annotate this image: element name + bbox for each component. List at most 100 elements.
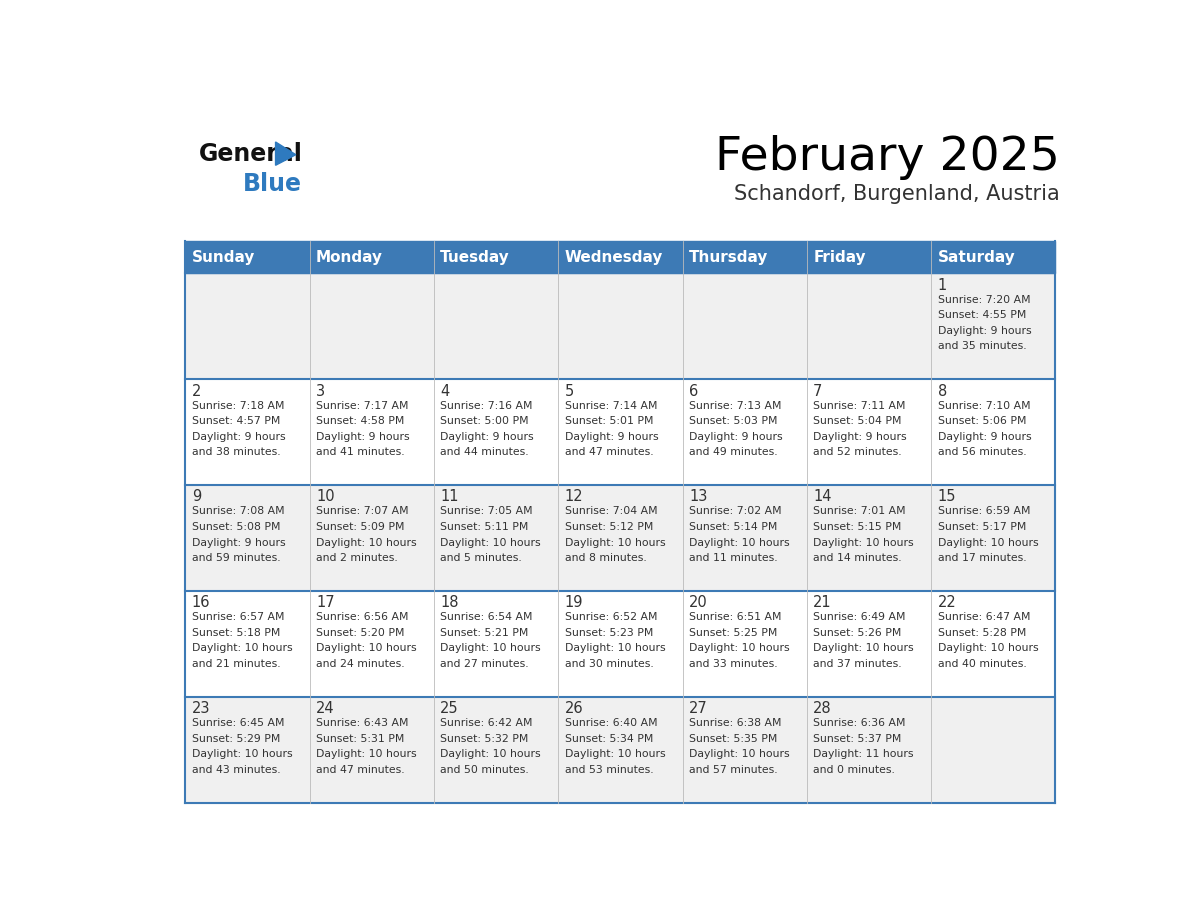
Text: Sunset: 5:32 PM: Sunset: 5:32 PM — [441, 733, 529, 744]
Text: Thursday: Thursday — [689, 250, 769, 264]
Text: Sunset: 5:00 PM: Sunset: 5:00 PM — [441, 416, 529, 426]
Text: Sunset: 5:34 PM: Sunset: 5:34 PM — [564, 733, 653, 744]
Text: Sunset: 4:57 PM: Sunset: 4:57 PM — [191, 416, 280, 426]
Text: Daylight: 10 hours: Daylight: 10 hours — [564, 538, 665, 547]
Text: Daylight: 10 hours: Daylight: 10 hours — [689, 538, 790, 547]
Text: Daylight: 10 hours: Daylight: 10 hours — [564, 644, 665, 654]
Text: and 47 minutes.: and 47 minutes. — [564, 447, 653, 457]
Bar — [558, 241, 682, 274]
Text: Daylight: 11 hours: Daylight: 11 hours — [814, 749, 914, 759]
Text: Sunrise: 6:59 AM: Sunrise: 6:59 AM — [937, 507, 1030, 517]
Text: Daylight: 10 hours: Daylight: 10 hours — [316, 749, 417, 759]
Bar — [931, 241, 1055, 274]
Text: Sunset: 5:06 PM: Sunset: 5:06 PM — [937, 416, 1026, 426]
Text: 25: 25 — [441, 701, 459, 716]
Text: and 38 minutes.: and 38 minutes. — [191, 447, 280, 457]
Bar — [931, 697, 1055, 803]
Text: Sunrise: 7:14 AM: Sunrise: 7:14 AM — [564, 400, 657, 410]
Text: and 24 minutes.: and 24 minutes. — [316, 659, 405, 669]
Text: 11: 11 — [441, 489, 459, 505]
Text: Saturday: Saturday — [937, 250, 1016, 264]
Bar — [807, 379, 931, 486]
Text: Sunday: Sunday — [191, 250, 255, 264]
Text: and 56 minutes.: and 56 minutes. — [937, 447, 1026, 457]
Text: General: General — [200, 142, 303, 166]
Text: Sunset: 5:35 PM: Sunset: 5:35 PM — [689, 733, 777, 744]
Bar — [558, 379, 682, 486]
Text: Sunset: 5:20 PM: Sunset: 5:20 PM — [316, 628, 405, 638]
Text: and 50 minutes.: and 50 minutes. — [441, 765, 529, 775]
Text: Sunset: 5:31 PM: Sunset: 5:31 PM — [316, 733, 404, 744]
Text: 5: 5 — [564, 384, 574, 398]
Text: Sunset: 5:11 PM: Sunset: 5:11 PM — [441, 522, 529, 532]
Text: Sunrise: 7:17 AM: Sunrise: 7:17 AM — [316, 400, 409, 410]
Text: Sunset: 5:25 PM: Sunset: 5:25 PM — [689, 628, 777, 638]
Text: Sunset: 5:17 PM: Sunset: 5:17 PM — [937, 522, 1026, 532]
Text: and 30 minutes.: and 30 minutes. — [564, 659, 653, 669]
Text: Daylight: 10 hours: Daylight: 10 hours — [564, 749, 665, 759]
Text: and 35 minutes.: and 35 minutes. — [937, 341, 1026, 352]
Bar — [310, 591, 434, 697]
Text: Daylight: 9 hours: Daylight: 9 hours — [814, 431, 906, 442]
Text: 3: 3 — [316, 384, 326, 398]
Text: and 43 minutes.: and 43 minutes. — [191, 765, 280, 775]
Text: Sunrise: 7:08 AM: Sunrise: 7:08 AM — [191, 507, 284, 517]
Text: 10: 10 — [316, 489, 335, 505]
Text: and 2 minutes.: and 2 minutes. — [316, 553, 398, 563]
Text: Sunset: 5:12 PM: Sunset: 5:12 PM — [564, 522, 653, 532]
Bar — [931, 274, 1055, 379]
Text: Daylight: 10 hours: Daylight: 10 hours — [689, 644, 790, 654]
Bar — [310, 379, 434, 486]
Bar — [558, 591, 682, 697]
Text: Sunrise: 6:38 AM: Sunrise: 6:38 AM — [689, 718, 782, 728]
Text: Sunrise: 6:40 AM: Sunrise: 6:40 AM — [564, 718, 657, 728]
Text: Sunset: 5:28 PM: Sunset: 5:28 PM — [937, 628, 1026, 638]
Text: Sunrise: 7:16 AM: Sunrise: 7:16 AM — [441, 400, 533, 410]
Text: Sunset: 5:23 PM: Sunset: 5:23 PM — [564, 628, 653, 638]
Text: Daylight: 10 hours: Daylight: 10 hours — [441, 749, 541, 759]
Text: 19: 19 — [564, 596, 583, 610]
Text: Daylight: 10 hours: Daylight: 10 hours — [191, 644, 292, 654]
Text: Daylight: 10 hours: Daylight: 10 hours — [191, 749, 292, 759]
Bar — [310, 274, 434, 379]
Bar — [310, 486, 434, 591]
Text: Sunset: 5:18 PM: Sunset: 5:18 PM — [191, 628, 280, 638]
Text: and 59 minutes.: and 59 minutes. — [191, 553, 280, 563]
Text: and 5 minutes.: and 5 minutes. — [441, 553, 522, 563]
Text: Sunset: 4:55 PM: Sunset: 4:55 PM — [937, 310, 1026, 320]
Text: 9: 9 — [191, 489, 201, 505]
Text: Sunrise: 6:51 AM: Sunrise: 6:51 AM — [689, 612, 782, 622]
Text: 22: 22 — [937, 596, 956, 610]
Bar — [185, 486, 310, 591]
Text: and 14 minutes.: and 14 minutes. — [814, 553, 902, 563]
Bar — [434, 591, 558, 697]
Bar — [185, 697, 310, 803]
Bar — [807, 274, 931, 379]
Text: Daylight: 9 hours: Daylight: 9 hours — [564, 431, 658, 442]
Bar — [807, 486, 931, 591]
Text: and 33 minutes.: and 33 minutes. — [689, 659, 778, 669]
Bar — [434, 241, 558, 274]
Text: 21: 21 — [814, 596, 832, 610]
Bar — [434, 486, 558, 591]
Bar — [682, 379, 807, 486]
Text: Daylight: 10 hours: Daylight: 10 hours — [316, 538, 417, 547]
Text: Sunrise: 6:43 AM: Sunrise: 6:43 AM — [316, 718, 409, 728]
Text: 14: 14 — [814, 489, 832, 505]
Text: Sunset: 5:09 PM: Sunset: 5:09 PM — [316, 522, 405, 532]
Bar — [558, 486, 682, 591]
Text: Monday: Monday — [316, 250, 383, 264]
Bar — [310, 241, 434, 274]
Text: and 0 minutes.: and 0 minutes. — [814, 765, 895, 775]
Text: Sunrise: 6:47 AM: Sunrise: 6:47 AM — [937, 612, 1030, 622]
Text: Daylight: 9 hours: Daylight: 9 hours — [937, 431, 1031, 442]
Text: Sunset: 5:08 PM: Sunset: 5:08 PM — [191, 522, 280, 532]
Text: 4: 4 — [441, 384, 449, 398]
Text: Sunrise: 6:49 AM: Sunrise: 6:49 AM — [814, 612, 905, 622]
Text: Sunset: 5:21 PM: Sunset: 5:21 PM — [441, 628, 529, 638]
Text: Wednesday: Wednesday — [564, 250, 663, 264]
Text: Sunrise: 7:02 AM: Sunrise: 7:02 AM — [689, 507, 782, 517]
Text: Schandorf, Burgenland, Austria: Schandorf, Burgenland, Austria — [734, 185, 1060, 205]
Text: 17: 17 — [316, 596, 335, 610]
Text: and 47 minutes.: and 47 minutes. — [316, 765, 405, 775]
